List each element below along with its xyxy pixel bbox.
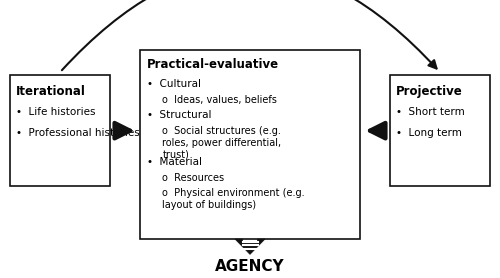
Text: •  Short term: • Short term [396, 107, 465, 117]
Text: Practical-evaluative: Practical-evaluative [146, 58, 278, 71]
Text: •  Long term: • Long term [396, 128, 462, 138]
Text: AGENCY: AGENCY [215, 259, 285, 274]
Text: •  Life histories: • Life histories [16, 107, 96, 117]
FancyBboxPatch shape [140, 50, 360, 239]
Text: o  Social structures (e.g.
roles, power differential,
trust): o Social structures (e.g. roles, power d… [162, 126, 282, 160]
FancyBboxPatch shape [10, 75, 110, 186]
Text: Iterational: Iterational [16, 85, 86, 98]
Text: •  Structural: • Structural [146, 110, 211, 120]
Polygon shape [235, 239, 265, 254]
Text: •  Material: • Material [146, 157, 202, 167]
Text: •  Cultural: • Cultural [146, 79, 201, 89]
FancyBboxPatch shape [390, 75, 490, 186]
Text: •  Professional histories: • Professional histories [16, 128, 140, 138]
Text: o  Ideas, values, beliefs: o Ideas, values, beliefs [162, 95, 278, 105]
Text: o  Physical environment (e.g.
layout of buildings): o Physical environment (e.g. layout of b… [162, 188, 305, 210]
Text: o  Resources: o Resources [162, 173, 224, 183]
Text: Projective: Projective [396, 85, 463, 98]
